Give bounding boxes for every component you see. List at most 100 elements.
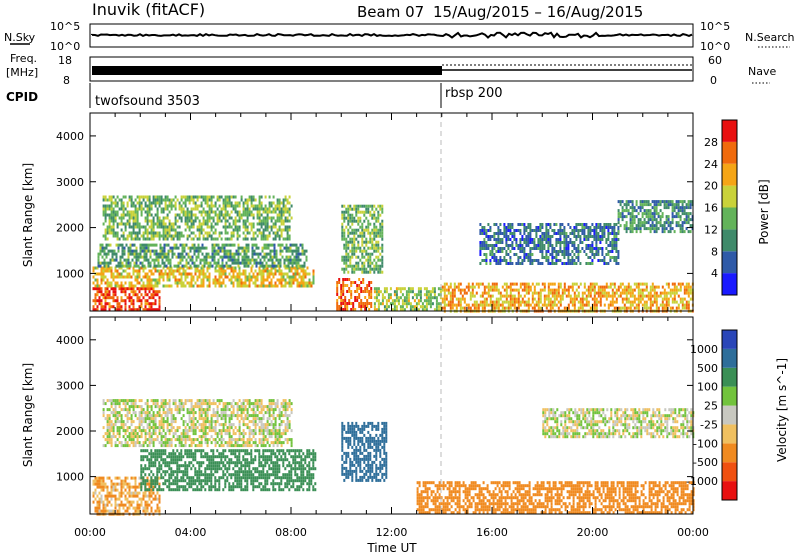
heatmap-cell bbox=[637, 206, 640, 210]
heatmap-cell bbox=[134, 225, 137, 229]
heatmap-cell bbox=[525, 238, 528, 241]
heatmap-cell bbox=[274, 272, 277, 276]
heatmap-cell bbox=[623, 227, 626, 231]
heatmap-cell bbox=[539, 294, 542, 298]
heatmap-cell bbox=[116, 222, 119, 226]
heatmap-cell bbox=[238, 204, 241, 208]
heatmap-cell bbox=[193, 261, 196, 265]
heatmap-cell bbox=[172, 479, 175, 483]
heatmap-cell bbox=[573, 232, 576, 235]
heatmap-cell bbox=[190, 222, 193, 226]
heatmap-cell bbox=[119, 261, 122, 265]
heatmap-cell bbox=[355, 246, 358, 250]
heatmap-cell bbox=[511, 294, 514, 298]
heatmap-cell bbox=[515, 300, 518, 304]
heatmap-cell bbox=[359, 216, 362, 220]
heatmap-cell bbox=[102, 272, 105, 276]
heatmap-cell bbox=[633, 209, 636, 213]
heatmap-cell bbox=[607, 294, 610, 298]
heatmap-cell bbox=[495, 282, 498, 286]
heatmap-cell bbox=[553, 229, 556, 232]
heatmap-cell bbox=[236, 284, 239, 288]
heatmap-cell bbox=[287, 258, 290, 262]
heatmap-cell bbox=[202, 219, 205, 223]
heatmap-cell bbox=[104, 195, 107, 199]
heatmap-cell bbox=[541, 256, 544, 259]
heatmap-cell bbox=[619, 285, 622, 289]
heatmap-cell bbox=[232, 281, 235, 285]
heatmap-cell bbox=[238, 278, 241, 282]
heatmap-cell bbox=[160, 272, 163, 276]
heatmap-cell bbox=[561, 241, 564, 244]
heatmap-cell bbox=[663, 227, 666, 231]
heatmap-cell bbox=[362, 302, 365, 305]
heatmap-cell bbox=[299, 264, 302, 268]
heatmap-cell bbox=[245, 243, 248, 247]
heatmap-cell bbox=[571, 262, 574, 265]
heatmap-cell bbox=[501, 247, 504, 250]
heatmap-cell bbox=[541, 250, 544, 253]
heatmap-cell bbox=[519, 247, 522, 250]
heatmap-cell bbox=[132, 225, 135, 229]
heatmap-cell bbox=[218, 219, 221, 223]
heatmap-cell bbox=[104, 228, 107, 232]
heatmap-cell bbox=[280, 222, 283, 226]
heatmap-cell bbox=[353, 234, 356, 238]
heatmap-cell bbox=[541, 253, 544, 256]
heatmap-cell bbox=[519, 232, 522, 235]
heatmap-cell bbox=[156, 479, 159, 483]
heatmap-cell bbox=[158, 278, 161, 282]
heatmap-cell bbox=[217, 249, 220, 253]
heatmap-cell bbox=[431, 287, 434, 291]
heatmap-cell bbox=[182, 473, 185, 477]
heatmap-cell bbox=[358, 293, 361, 296]
heatmap-cell bbox=[336, 308, 339, 311]
heatmap-cell bbox=[161, 261, 164, 265]
heatmap-cell bbox=[130, 308, 133, 312]
heatmap-cell bbox=[623, 215, 626, 219]
heatmap-cell bbox=[501, 303, 504, 307]
heatmap-cell bbox=[671, 206, 674, 210]
heatmap-cell bbox=[503, 300, 506, 304]
heatmap-cell bbox=[174, 455, 177, 459]
heatmap-cell bbox=[617, 306, 620, 310]
heatmap-cell bbox=[499, 256, 502, 259]
heatmap-cell bbox=[181, 255, 184, 259]
heatmap-cell bbox=[301, 249, 304, 253]
heatmap-cell bbox=[118, 222, 121, 226]
heatmap-cell bbox=[220, 269, 223, 273]
heatmap-cell bbox=[98, 299, 101, 303]
heatmap-cell bbox=[202, 269, 205, 273]
heatmap-cell bbox=[549, 226, 552, 229]
heatmap-cell bbox=[370, 281, 373, 284]
heatmap-cell bbox=[287, 246, 290, 250]
heatmap-cell bbox=[106, 503, 109, 507]
heatmap-cell bbox=[102, 503, 105, 507]
heatmap-cell bbox=[609, 259, 612, 262]
heatmap-cell bbox=[196, 216, 199, 220]
heatmap-cell bbox=[601, 294, 604, 298]
heatmap-cell bbox=[641, 224, 644, 228]
heatmap-cell bbox=[152, 228, 155, 232]
heatmap-cell bbox=[645, 306, 648, 310]
heatmap-cell bbox=[295, 261, 298, 265]
heatmap-cell bbox=[104, 269, 107, 273]
heatmap-cell bbox=[613, 282, 616, 286]
heatmap-cell bbox=[144, 216, 147, 220]
heatmap-cell bbox=[425, 299, 428, 303]
heatmap-cell bbox=[409, 287, 412, 291]
heatmap-cell bbox=[547, 303, 550, 307]
heatmap-cell bbox=[118, 198, 121, 202]
heatmap-cell bbox=[571, 244, 574, 247]
heatmap-cell bbox=[661, 285, 664, 289]
heatmap-cell bbox=[262, 284, 265, 288]
heatmap-cell bbox=[278, 266, 281, 270]
heatmap-cell bbox=[124, 479, 127, 483]
heatmap-cell bbox=[349, 237, 352, 241]
heatmap-cell bbox=[661, 230, 664, 234]
heatmap-cell bbox=[205, 255, 208, 259]
heatmap-cell bbox=[164, 269, 167, 273]
heatmap-cell bbox=[242, 204, 245, 208]
heatmap-cell bbox=[539, 223, 542, 226]
heatmap-cell bbox=[493, 247, 496, 250]
